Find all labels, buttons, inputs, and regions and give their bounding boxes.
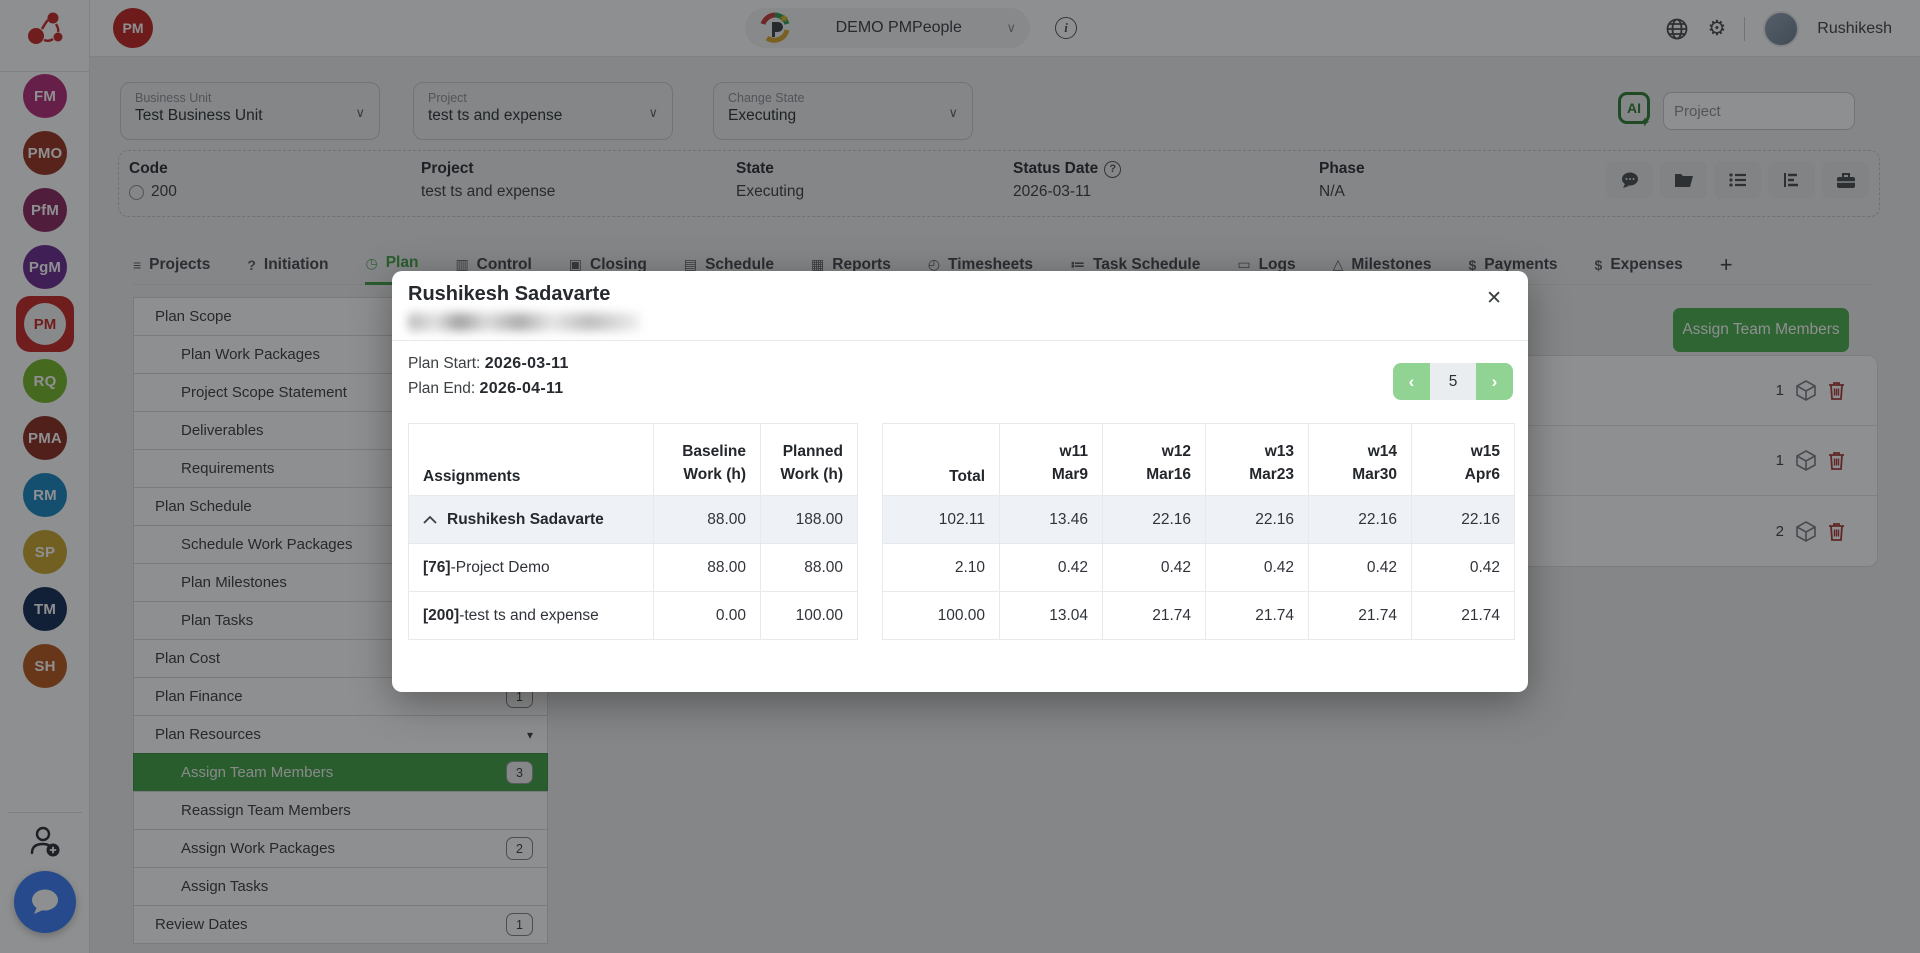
week-value: 21.74 bbox=[1206, 592, 1309, 640]
plan-end-label: Plan End: bbox=[408, 380, 475, 397]
week-value: 13.46 bbox=[1000, 496, 1103, 544]
col-baseline-work: BaselineWork (h) bbox=[654, 424, 761, 496]
baseline-value: 88.00 bbox=[654, 496, 761, 544]
assignments-tables: Assignments BaselineWork (h) PlannedWork… bbox=[408, 423, 1515, 640]
plan-start-line: Plan Start: 2026-03-11 bbox=[408, 355, 569, 373]
week-value: 0.42 bbox=[1000, 544, 1103, 592]
week-value: 22.16 bbox=[1412, 496, 1515, 544]
col-week-w15: w15Apr6 bbox=[1412, 424, 1515, 496]
plan-end-line: Plan End: 2026-04-11 bbox=[408, 380, 564, 398]
baseline-value: 0.00 bbox=[654, 592, 761, 640]
week-value: 22.16 bbox=[1103, 496, 1206, 544]
week-value: 13.04 bbox=[1000, 592, 1103, 640]
col-week-w12: w12Mar16 bbox=[1103, 424, 1206, 496]
planned-value: 88.00 bbox=[761, 544, 858, 592]
plan-end-date: 2026-04-11 bbox=[480, 380, 564, 397]
col-week-w11: w11Mar9 bbox=[1000, 424, 1103, 496]
modal-header-divider bbox=[392, 340, 1528, 341]
baseline-value: 88.00 bbox=[654, 544, 761, 592]
project-name: -test ts and expense bbox=[459, 607, 599, 624]
project-code: [200] bbox=[423, 607, 459, 624]
col-week-w14: w14Mar30 bbox=[1309, 424, 1412, 496]
week-value: 0.42 bbox=[1206, 544, 1309, 592]
plan-start-label: Plan Start: bbox=[408, 355, 480, 372]
week-value: 21.74 bbox=[1103, 592, 1206, 640]
pager-prev-button[interactable]: ‹ bbox=[1393, 363, 1430, 400]
week-value: 21.74 bbox=[1412, 592, 1515, 640]
col-planned-work: PlannedWork (h) bbox=[761, 424, 858, 496]
col-total: Total bbox=[883, 424, 1000, 496]
planned-value: 100.00 bbox=[761, 592, 858, 640]
project-code: [76] bbox=[423, 559, 451, 576]
week-value: 0.42 bbox=[1412, 544, 1515, 592]
assignment-row: [200]-test ts and expense 0.00 100.00 bbox=[409, 592, 858, 640]
total-value: 100.00 bbox=[883, 592, 1000, 640]
week-value: 0.42 bbox=[1103, 544, 1206, 592]
assignments-weeks-table: Total w11Mar9 w12Mar16 w13Mar23 w14Mar30… bbox=[882, 423, 1515, 640]
total-value: 2.10 bbox=[883, 544, 1000, 592]
col-assignments: Assignments bbox=[409, 424, 654, 496]
project-name: -Project Demo bbox=[451, 559, 550, 576]
resource-name: Rushikesh Sadavarte bbox=[447, 511, 604, 529]
app-window: FM PMO PfM PgM PM RQ PMA RM SP TM SH bbox=[0, 0, 1920, 953]
assignments-left-table: Assignments BaselineWork (h) PlannedWork… bbox=[408, 423, 858, 640]
pager-page-number: 5 bbox=[1430, 363, 1476, 400]
week-value: 22.16 bbox=[1309, 496, 1412, 544]
week-values-row-parent: 102.11 13.46 22.16 22.16 22.16 22.16 bbox=[883, 496, 1515, 544]
week-values-row: 2.10 0.42 0.42 0.42 0.42 0.42 bbox=[883, 544, 1515, 592]
blurred-email bbox=[408, 313, 640, 331]
total-value: 102.11 bbox=[883, 496, 1000, 544]
planned-value: 188.00 bbox=[761, 496, 858, 544]
close-icon[interactable]: ✕ bbox=[1486, 289, 1502, 308]
week-value: 21.74 bbox=[1309, 592, 1412, 640]
assignment-row: [76]-Project Demo 88.00 88.00 bbox=[409, 544, 858, 592]
week-pager: ‹ 5 › bbox=[1393, 363, 1513, 400]
week-value: 22.16 bbox=[1206, 496, 1309, 544]
col-week-w13: w13Mar23 bbox=[1206, 424, 1309, 496]
assignment-row-parent: Rushikesh Sadavarte 88.00 188.00 bbox=[409, 496, 858, 544]
modal-title: Rushikesh Sadavarte bbox=[408, 283, 610, 306]
team-member-assignments-modal: Rushikesh Sadavarte ✕ Plan Start: 2026-0… bbox=[392, 271, 1528, 692]
collapse-chevron-icon[interactable] bbox=[423, 515, 437, 524]
pager-next-button[interactable]: › bbox=[1476, 363, 1513, 400]
week-value: 0.42 bbox=[1309, 544, 1412, 592]
week-values-row: 100.00 13.04 21.74 21.74 21.74 21.74 bbox=[883, 592, 1515, 640]
plan-start-date: 2026-03-11 bbox=[485, 355, 569, 372]
